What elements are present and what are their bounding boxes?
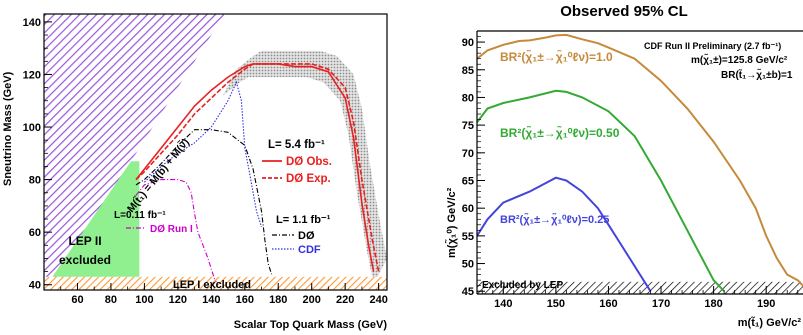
left-y-tick-label: 60: [29, 227, 41, 239]
cdf-1p1-curve: [144, 80, 263, 228]
lep-excluded-band: [477, 281, 803, 294]
left-y-tick-label: 40: [29, 280, 41, 292]
right-y-axis-label: m(χ̃₁⁰) GeV/c²: [445, 187, 458, 258]
left-x-tick-label: 200: [303, 294, 321, 306]
d0-expected-curve: [135, 63, 380, 272]
left-x-tick-label: 180: [269, 294, 287, 306]
d0-1p1-curve: [135, 129, 273, 275]
kinematic-excluded-region: [44, 14, 225, 290]
left-plot-frame: [43, 13, 388, 291]
legend-cdf-label: CDF: [298, 244, 321, 256]
left-x-tick-label: 80: [105, 294, 117, 306]
expected-band-1sigma: [223, 50, 387, 285]
left-x-tick-label: 160: [236, 294, 254, 306]
left-x-axis-label: Scalar Top Quark Mass (GeV): [234, 319, 388, 331]
right-x-tick-label: 180: [704, 298, 722, 310]
right-info-line1: CDF Run II Preliminary (2.7 fb⁻¹): [644, 41, 781, 51]
right-info-line3: BR(t̃₁→χ̃₁±b)=1: [721, 68, 793, 81]
right-y-tick-label: 90: [462, 37, 474, 49]
label-br-100: BR²(χ̃₁±→χ̃₁⁰ℓν)=1.0: [500, 49, 613, 64]
left-x-tick-label: 140: [202, 294, 220, 306]
right-x-axis-label: m(t̃₁) GeV/c²: [738, 316, 802, 329]
right-y-tick-label: 75: [462, 120, 474, 132]
br-100-curve: [477, 33, 803, 287]
right-y-tick-label: 60: [462, 203, 474, 215]
left-x-tick-label: 120: [169, 294, 187, 306]
lep2-label-line1: LEP II: [68, 234, 101, 248]
right-x-tick-label: 140: [494, 298, 512, 310]
legend-lumi-5p4: L= 5.4 fb⁻¹: [268, 139, 325, 151]
right-y-tick-label: 85: [462, 65, 474, 77]
left-x-tick-label: 60: [71, 294, 83, 306]
br-025-curve: [477, 176, 652, 292]
left-x-tick-label: 220: [336, 294, 354, 306]
right-chart: Observed 95% CL 140 150 160 170 180 190 45 50 55…: [445, 3, 803, 329]
right-info-line2: m(χ̃₁±)=125.8 GeV/c²: [691, 53, 788, 66]
d0-observed-curve: [135, 63, 375, 272]
right-x-tick-label: 190: [757, 298, 775, 310]
br-050-curve: [477, 89, 725, 292]
legend-lumi-0p11: L=0.11 fb⁻¹: [114, 210, 166, 221]
right-plot-area: [477, 31, 803, 294]
legend-lumi-1p1: L= 1.1 fb⁻¹: [276, 214, 331, 226]
label-br-025: BR²(χ̃₁±→χ̃₁⁰ℓν)=0.25: [500, 213, 609, 226]
lep1-label: LEP I excluded: [173, 279, 251, 291]
label-br-050: BR²(χ̃₁±→χ̃₁⁰ℓν)=0.50: [500, 125, 620, 140]
right-y-tick-label: 45: [462, 286, 474, 298]
right-y-tick-label: 80: [462, 92, 474, 104]
right-chart-title: Observed 95% CL: [560, 3, 688, 20]
lep2-excluded-region: [52, 161, 140, 277]
legend-d0-label: DØ: [298, 230, 315, 242]
legend-run1-label: DØ Run I: [150, 224, 193, 235]
right-y-tick-label: 65: [462, 175, 474, 187]
legend-obs-label: DØ Obs.: [286, 156, 332, 168]
lep2-label-line2: excluded: [59, 253, 111, 267]
legend-exp-label: DØ Exp.: [286, 173, 331, 185]
d0-run1-curve: [135, 179, 217, 283]
right-y-tick-label: 55: [462, 231, 474, 243]
right-x-tick-label: 160: [599, 298, 617, 310]
right-x-tick-label: 170: [652, 298, 670, 310]
lep1-excluded-region: [44, 276, 387, 290]
left-y-tick-label: 140: [23, 17, 41, 29]
left-y-tick-label: 120: [23, 69, 41, 81]
left-y-axis-label: Sneutrino Mass (GeV): [2, 71, 14, 186]
right-x-tick-label: 150: [547, 298, 565, 310]
lep-excluded-label: Excluded by LEP: [482, 280, 563, 291]
left-y-tick-label: 100: [23, 122, 41, 134]
right-y-tick-label: 70: [462, 148, 474, 160]
right-y-tick-label: 50: [462, 259, 474, 271]
left-x-tick-label: 100: [135, 294, 153, 306]
left-y-tick-label: 80: [29, 175, 41, 187]
left-chart: 60 80 100 120 140 160 180 200 220 240 40 60 80 100 120…: [2, 13, 388, 331]
left-x-tick-label: 240: [369, 294, 387, 306]
